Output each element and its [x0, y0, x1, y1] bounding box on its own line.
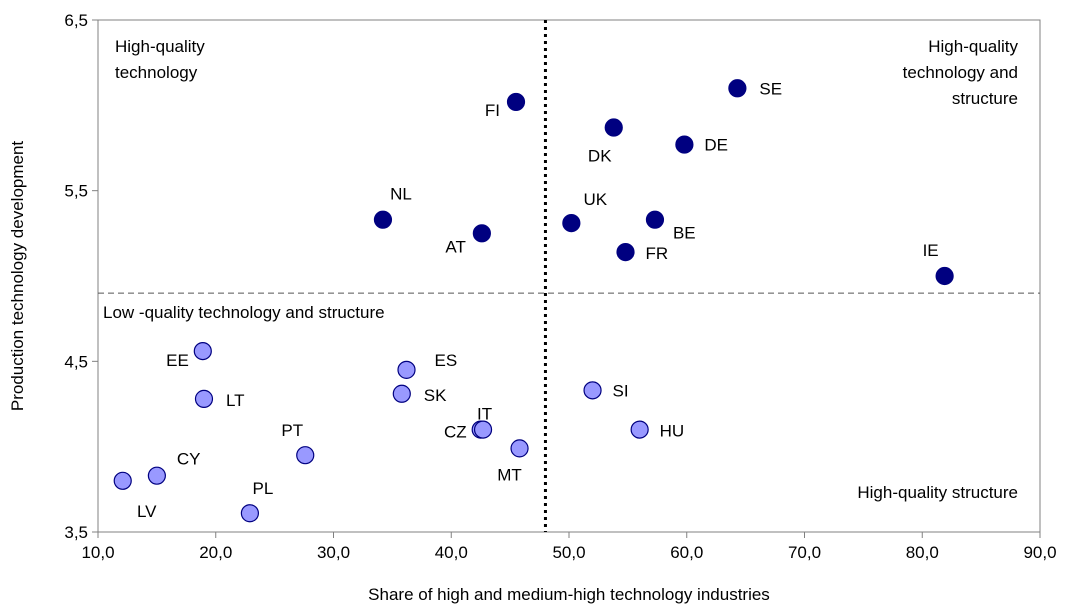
x-tick-label: 50,0 [552, 543, 585, 562]
region-label: Low -quality technology and structure [103, 303, 385, 322]
data-point-dk [604, 118, 623, 137]
plot-area [97, 19, 1041, 533]
reference-lines [98, 20, 1040, 532]
region-label: High-quality technology [115, 37, 205, 82]
x-tick-label: 40,0 [435, 543, 468, 562]
point-label-be: BE [673, 224, 696, 243]
data-point-es [397, 360, 416, 379]
x-tick-label: 80,0 [906, 543, 939, 562]
point-label-cy: CY [177, 450, 201, 469]
data-point-si [583, 381, 602, 400]
data-point-cy [147, 466, 166, 485]
region-labels: High-quality technology High-quality techno… [103, 37, 1018, 502]
data-point-hu [630, 420, 649, 439]
data-point-ee [193, 341, 212, 361]
point-label-fi: FI [485, 101, 500, 120]
point-label-sk: SK [424, 386, 447, 405]
point-label-at: AT [445, 237, 465, 256]
data-point-pt [296, 446, 315, 465]
region-label: High-quality technology and structure [903, 37, 1019, 108]
point-label-nl: NL [390, 185, 412, 204]
point-label-lv: LV [137, 502, 157, 521]
x-tick-label: 60,0 [670, 543, 703, 562]
y-tick-label: 4,5 [64, 352, 88, 371]
point-label-cz: CZ [444, 423, 467, 442]
y-tick-label: 3,5 [64, 523, 88, 542]
x-axis: 10,0 20,0 30,0 40,0 50,0 60,0 70,0 80,0 90,0 [81, 532, 1057, 562]
y-tick-label: 5,5 [64, 182, 88, 201]
point-label-si: SI [613, 381, 629, 400]
point-label-hu: HU [660, 422, 685, 441]
point-label-lt: LT [226, 391, 245, 410]
point-label-pl: PL [252, 479, 273, 498]
data-point-pl [240, 504, 259, 523]
data-point-fi [506, 92, 526, 112]
data-point-ie [935, 266, 954, 286]
data-point-be [645, 210, 665, 229]
point-label-uk: UK [584, 190, 608, 209]
data-point-it [473, 420, 493, 439]
data-point-de [675, 135, 694, 154]
x-axis-title: Share of high and medium-high technology… [368, 585, 770, 604]
point-label-dk: DK [588, 147, 612, 166]
data-point-sk [392, 384, 411, 403]
data-point-uk [562, 213, 581, 233]
x-tick-label: 20,0 [199, 543, 232, 562]
x-tick-label: 10,0 [81, 543, 114, 562]
y-tick-label: 6,5 [64, 11, 88, 30]
point-label-mt: MT [497, 465, 522, 484]
point-label-fr: FR [646, 244, 669, 263]
y-axis-title: Production technology development [8, 141, 27, 412]
data-point-fr [616, 243, 635, 262]
point-label-se: SE [759, 79, 782, 98]
y-axis: 3,5 4,5 5,5 6,5 [64, 11, 98, 542]
point-label-it: IT [477, 405, 492, 424]
point-label-es: ES [435, 351, 458, 370]
x-tick-label: 90,0 [1023, 543, 1056, 562]
point-label-ee: EE [166, 351, 189, 370]
data-point-nl [373, 210, 393, 229]
data-point-at [472, 224, 491, 243]
data-point-se [728, 79, 747, 98]
data-point-lt [194, 389, 214, 408]
data-point-mt [510, 439, 529, 458]
region-label: High-quality structure [857, 483, 1018, 502]
x-tick-label: 70,0 [788, 543, 821, 562]
x-tick-label: 30,0 [317, 543, 350, 562]
point-label-de: DE [704, 136, 728, 155]
data-point-lv [113, 471, 132, 490]
point-label-ie: IE [923, 241, 939, 260]
point-label-pt: PT [281, 421, 303, 440]
